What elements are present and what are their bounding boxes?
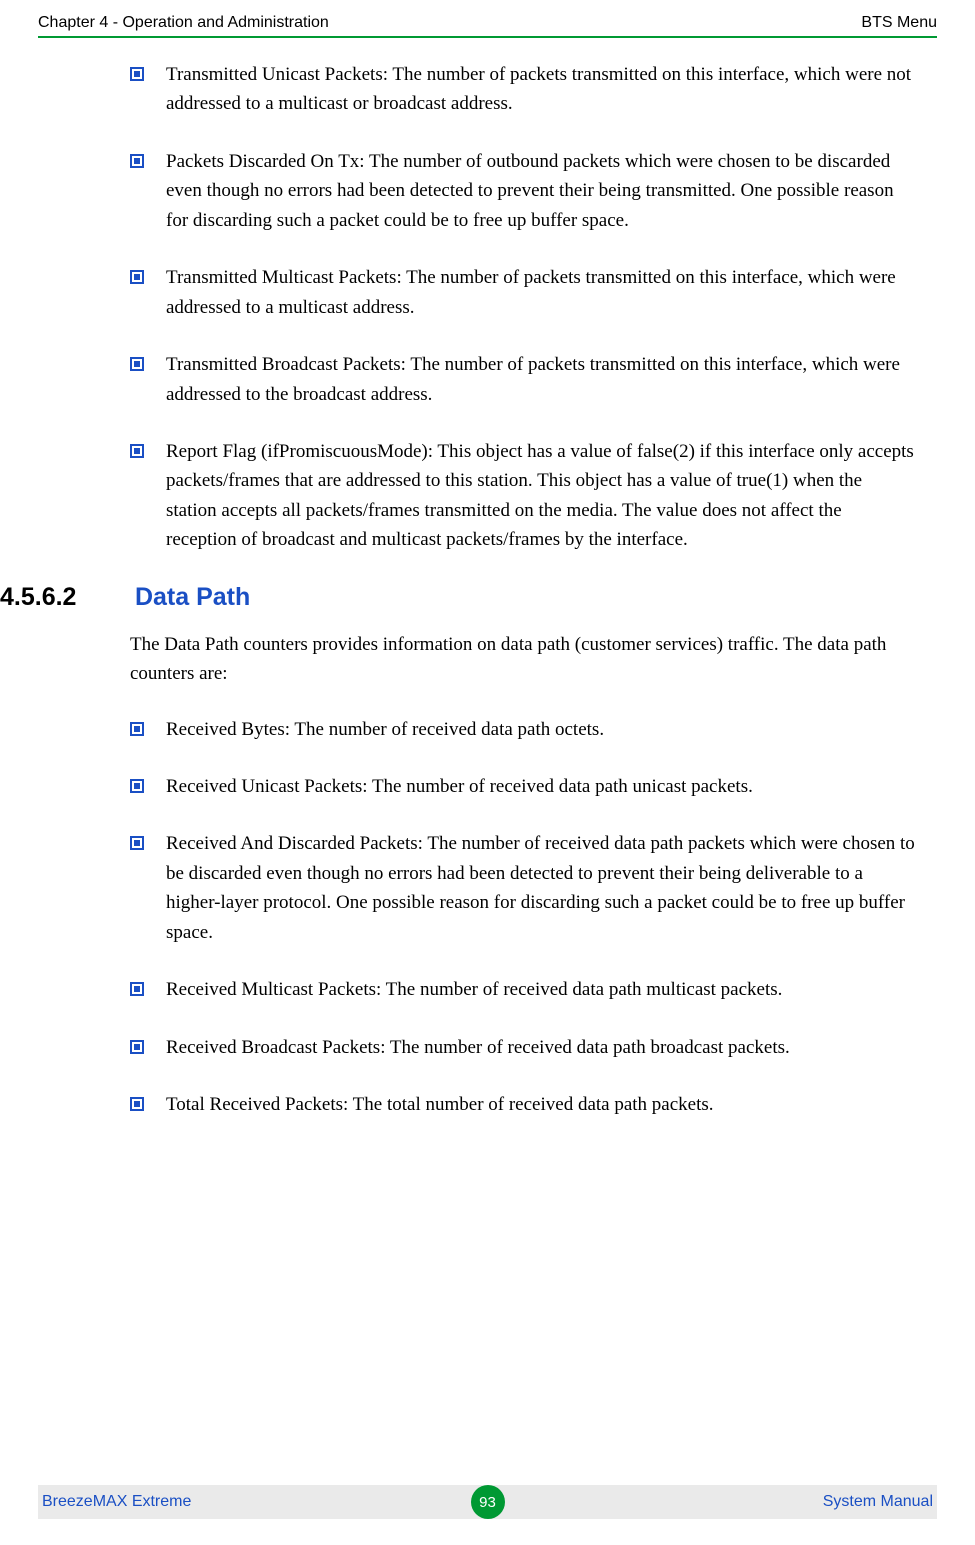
section-number: 4.5.6.2 [0, 583, 128, 612]
page-number: 93 [479, 1494, 496, 1511]
square-bullet-icon [130, 154, 144, 168]
page-footer: BreezeMAX Extreme 93 System Manual [38, 1485, 937, 1519]
list-item-text: Received Multicast Packets: The number o… [166, 979, 782, 1000]
square-bullet-icon [130, 270, 144, 284]
list-item: Report Flag (ifPromiscuousMode): This ob… [130, 437, 915, 555]
section-heading: 4.5.6.2 Data Path [0, 583, 915, 612]
list-item: Transmitted Unicast Packets: The number … [130, 60, 915, 119]
list-item: Received And Discarded Packets: The numb… [130, 829, 915, 947]
list-item: Received Multicast Packets: The number o… [130, 975, 915, 1004]
square-bullet-icon [130, 836, 144, 850]
list-item-text: Received Broadcast Packets: The number o… [166, 1037, 790, 1058]
list-item-text: Received And Discarded Packets: The numb… [166, 833, 915, 942]
list-item-text: Received Bytes: The number of received d… [166, 719, 604, 740]
bullet-list-1: Transmitted Unicast Packets: The number … [130, 60, 915, 555]
section-intro: The Data Path counters provides informat… [130, 630, 915, 689]
list-item: Received Unicast Packets: The number of … [130, 772, 915, 801]
page: Chapter 4 - Operation and Administration… [0, 0, 975, 1545]
page-number-badge: 93 [471, 1485, 505, 1519]
list-item-text: Packets Discarded On Tx: The number of o… [166, 151, 894, 231]
list-item-text: Transmitted Multicast Packets: The numbe… [166, 267, 896, 317]
list-item: Transmitted Multicast Packets: The numbe… [130, 263, 915, 322]
list-item-text: Transmitted Unicast Packets: The number … [166, 64, 911, 114]
list-item-text: Total Received Packets: The total number… [166, 1094, 714, 1115]
bullet-list-2: Received Bytes: The number of received d… [130, 715, 915, 1120]
list-item: Transmitted Broadcast Packets: The numbe… [130, 350, 915, 409]
list-item-text: Transmitted Broadcast Packets: The numbe… [166, 354, 900, 404]
square-bullet-icon [130, 982, 144, 996]
header-rule [38, 36, 937, 38]
square-bullet-icon [130, 67, 144, 81]
page-content: Transmitted Unicast Packets: The number … [130, 60, 915, 1148]
list-item: Received Bytes: The number of received d… [130, 715, 915, 744]
list-item: Packets Discarded On Tx: The number of o… [130, 147, 915, 235]
list-item-text: Report Flag (ifPromiscuousMode): This ob… [166, 441, 914, 550]
footer-left: BreezeMAX Extreme [42, 1493, 191, 1511]
square-bullet-icon [130, 1040, 144, 1054]
page-header: Chapter 4 - Operation and Administration… [38, 14, 937, 32]
header-right: BTS Menu [861, 14, 937, 32]
square-bullet-icon [130, 779, 144, 793]
square-bullet-icon [130, 1097, 144, 1111]
list-item: Received Broadcast Packets: The number o… [130, 1033, 915, 1062]
list-item-text: Received Unicast Packets: The number of … [166, 776, 753, 797]
header-left: Chapter 4 - Operation and Administration [38, 14, 329, 32]
square-bullet-icon [130, 357, 144, 371]
square-bullet-icon [130, 722, 144, 736]
list-item: Total Received Packets: The total number… [130, 1090, 915, 1119]
square-bullet-icon [130, 444, 144, 458]
section-title: Data Path [135, 583, 250, 611]
footer-right: System Manual [823, 1493, 933, 1511]
